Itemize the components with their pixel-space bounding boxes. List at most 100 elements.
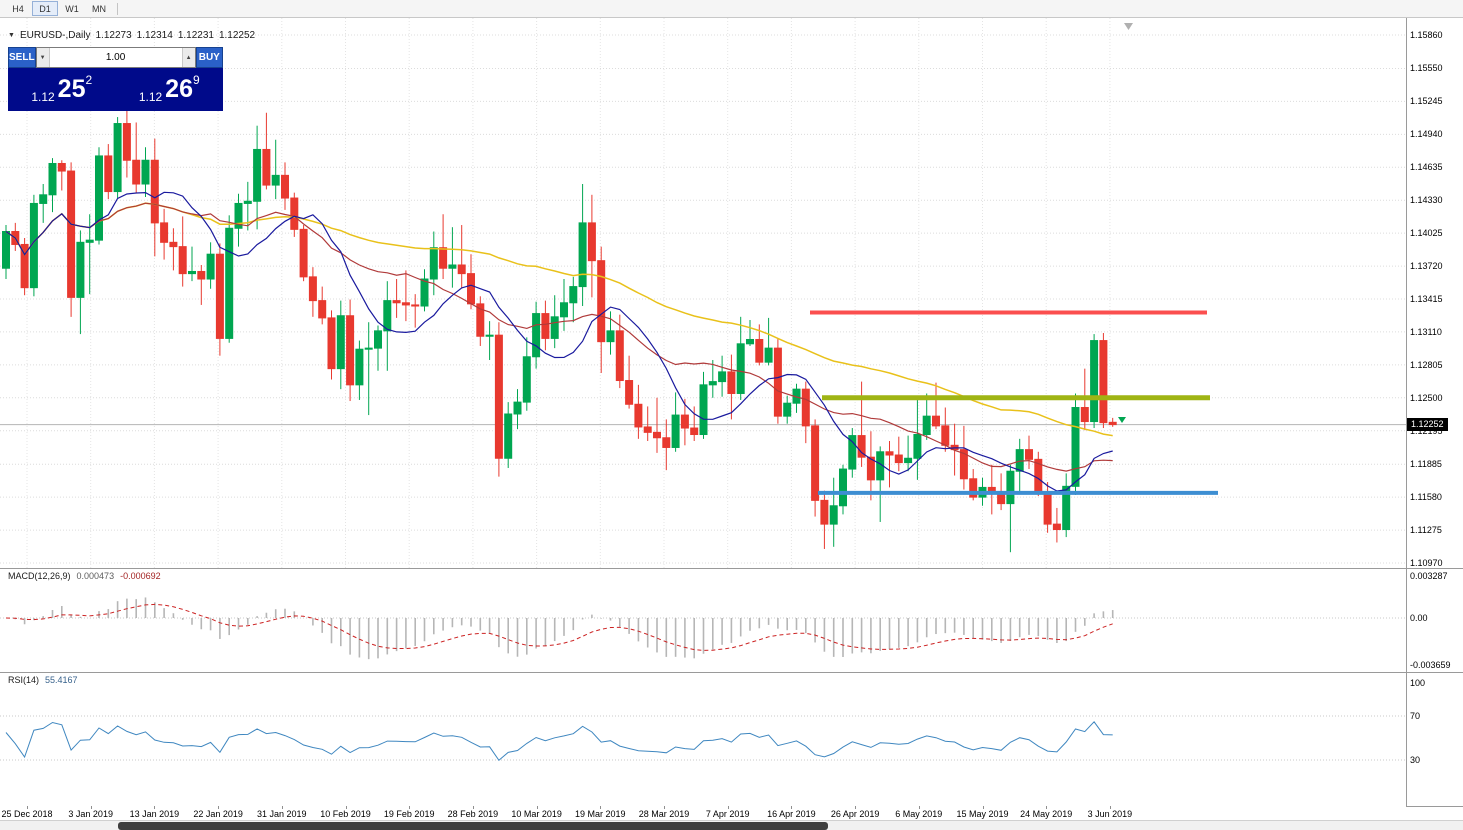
ohlc-close: 1.12252 bbox=[218, 30, 256, 41]
ma-55-line bbox=[5, 202, 1113, 437]
ma-20-line bbox=[5, 202, 1113, 472]
time-axis-label: 28 Mar 2019 bbox=[638, 809, 690, 819]
price-scale-label: 1.11275 bbox=[1410, 525, 1442, 536]
macd-name: MACD(12,26,9) bbox=[8, 571, 71, 581]
volume-decrease-icon[interactable]: ▼ bbox=[36, 48, 50, 67]
time-axis-tick bbox=[1109, 806, 1111, 809]
time-axis-tick bbox=[281, 806, 283, 809]
macd-main-value: 0.000473 bbox=[76, 571, 115, 581]
price-scale-label: 1.14330 bbox=[1410, 195, 1443, 206]
buy-price-fraction: 9 bbox=[192, 73, 200, 87]
timeframe-toolbar: H4 D1 W1 MN bbox=[0, 0, 1463, 18]
time-axis-tick bbox=[727, 806, 729, 809]
price-scale-label: 1.13415 bbox=[1410, 294, 1443, 304]
scrollbar-thumb[interactable] bbox=[118, 822, 828, 830]
price-scale-label: 1.15550 bbox=[1410, 63, 1443, 74]
time-axis-label: 13 Jan 2019 bbox=[129, 809, 180, 819]
time-axis-tick bbox=[90, 806, 92, 809]
macd-panel-splitter[interactable] bbox=[0, 568, 1463, 569]
price-scale-label: 1.11580 bbox=[1410, 492, 1442, 503]
timeframe-button-h4[interactable]: H4 bbox=[5, 1, 31, 16]
rsi-scale-label: 70 bbox=[1410, 711, 1421, 721]
time-axis-label: 10 Feb 2019 bbox=[320, 809, 371, 819]
ohlc-low: 1.12231 bbox=[177, 30, 214, 41]
trade-controls-row: SELL ▼ ▲ BUY bbox=[8, 47, 223, 68]
rsi-plot[interactable] bbox=[0, 673, 1406, 806]
trade-prices-row: 1.12 25 2 1.12 26 9 bbox=[8, 68, 223, 111]
sell-button[interactable]: SELL bbox=[8, 47, 36, 68]
time-axis-tick bbox=[536, 806, 538, 809]
price-scale-label: 1.13110 bbox=[1410, 326, 1442, 337]
macd-scale-label: 0.003287 bbox=[1410, 570, 1448, 581]
rsi-name: RSI(14) bbox=[8, 675, 40, 685]
macd-scale-label: -0.003659 bbox=[1410, 659, 1451, 670]
toolbar-separator bbox=[117, 2, 118, 15]
time-axis-label: 26 Apr 2019 bbox=[830, 809, 880, 819]
ohlc-high: 1.12314 bbox=[136, 30, 173, 41]
current-price-badge: 1.12252 bbox=[1407, 418, 1448, 432]
time-axis-tick bbox=[791, 806, 793, 809]
macd-label: MACD(12,26,9) 0.000473 -0.000692 bbox=[8, 571, 161, 581]
time-axis-tick bbox=[154, 806, 156, 809]
time-axis-tick bbox=[918, 806, 920, 809]
volume-input[interactable] bbox=[49, 48, 182, 67]
price-scale[interactable]: 1.15860 1.15550 1.15245 1.14940 1.14635 1.143… bbox=[1407, 18, 1463, 568]
time-axis-label: 7 Apr 2019 bbox=[705, 809, 750, 819]
price-scale-label: 1.12805 bbox=[1410, 359, 1443, 370]
buy-button[interactable]: BUY bbox=[195, 47, 223, 68]
sell-price-pips: 25 bbox=[57, 75, 86, 103]
macd-plot[interactable] bbox=[0, 569, 1406, 672]
timeframe-button-w1[interactable]: W1 bbox=[59, 1, 85, 16]
time-axis-label: 31 Jan 2019 bbox=[257, 809, 307, 819]
time-axis-tick bbox=[345, 806, 347, 809]
time-axis-tick bbox=[409, 806, 411, 809]
time-axis-label: 24 May 2019 bbox=[1020, 809, 1073, 819]
price-scale-label: 1.11885 bbox=[1410, 459, 1442, 470]
time-axis-tick bbox=[1046, 806, 1048, 809]
time-axis-tick bbox=[855, 806, 857, 809]
chart-title: ▼ EURUSD-,Daily 1.12273 1.12314 1.12231 … bbox=[8, 30, 255, 41]
last-tick-down-arrow-icon bbox=[1118, 417, 1126, 423]
time-axis-label: 25 Dec 2018 bbox=[1, 809, 53, 819]
grid-lines bbox=[0, 18, 1406, 568]
time-axis-label: 28 Feb 2019 bbox=[447, 809, 499, 819]
time-axis-label: 6 May 2019 bbox=[895, 809, 943, 819]
price-scale-label: 1.15860 bbox=[1410, 30, 1443, 40]
time-axis-label: 19 Feb 2019 bbox=[383, 809, 435, 819]
sell-price-base: 1.12 bbox=[31, 90, 55, 104]
rsi-scale-label: 100 bbox=[1410, 678, 1426, 688]
macd-signal-line bbox=[5, 603, 1113, 651]
time-axis-label: 15 May 2019 bbox=[956, 809, 1009, 819]
price-scale-label: 1.13720 bbox=[1410, 261, 1443, 272]
price-scale-label: 1.14940 bbox=[1410, 129, 1443, 140]
time-axis-tick bbox=[664, 806, 665, 809]
buy-price-base: 1.12 bbox=[138, 90, 163, 104]
horizontal-scrollbar[interactable] bbox=[0, 820, 1463, 830]
rsi-scale-label: 30 bbox=[1410, 755, 1421, 765]
candlesticks[interactable] bbox=[2, 106, 1117, 553]
time-axis-label: 10 Mar 2019 bbox=[511, 809, 562, 819]
sell-price-fraction: 2 bbox=[85, 73, 93, 87]
chart-shift-marker-icon bbox=[1124, 23, 1133, 30]
rsi-label: RSI(14) 55.4167 bbox=[8, 675, 78, 685]
time-axis[interactable]: 25 Dec 2018 3 Jan 2019 13 Jan 2019 22 Jan 2… bbox=[0, 806, 1406, 820]
timeframe-button-d1[interactable]: D1 bbox=[32, 1, 58, 16]
time-axis-label: 3 Jun 2019 bbox=[1087, 809, 1133, 819]
price-scale-divider bbox=[1406, 18, 1407, 806]
sell-price-button[interactable]: 1.12 25 2 bbox=[8, 68, 116, 111]
time-axis-label: 22 Jan 2019 bbox=[193, 809, 243, 819]
buy-price-button[interactable]: 1.12 26 9 bbox=[116, 68, 224, 111]
one-click-panel-toggle-icon[interactable]: ▼ bbox=[8, 31, 15, 39]
one-click-trading-panel: SELL ▼ ▲ BUY 1.12 25 2 1.12 26 9 bbox=[8, 47, 223, 111]
buy-price-pips: 26 bbox=[165, 75, 193, 103]
main-chart-plot[interactable] bbox=[0, 18, 1406, 568]
volume-increase-icon[interactable]: ▲ bbox=[181, 48, 195, 67]
time-axis-tick bbox=[27, 806, 28, 809]
timeframe-button-mn[interactable]: MN bbox=[86, 1, 112, 16]
price-scale-label: 1.10970 bbox=[1410, 558, 1443, 568]
time-axis-tick bbox=[982, 806, 984, 809]
rsi-panel-splitter[interactable] bbox=[0, 672, 1463, 673]
rsi-line bbox=[5, 721, 1113, 762]
price-scale-label: 1.12500 bbox=[1410, 392, 1443, 403]
